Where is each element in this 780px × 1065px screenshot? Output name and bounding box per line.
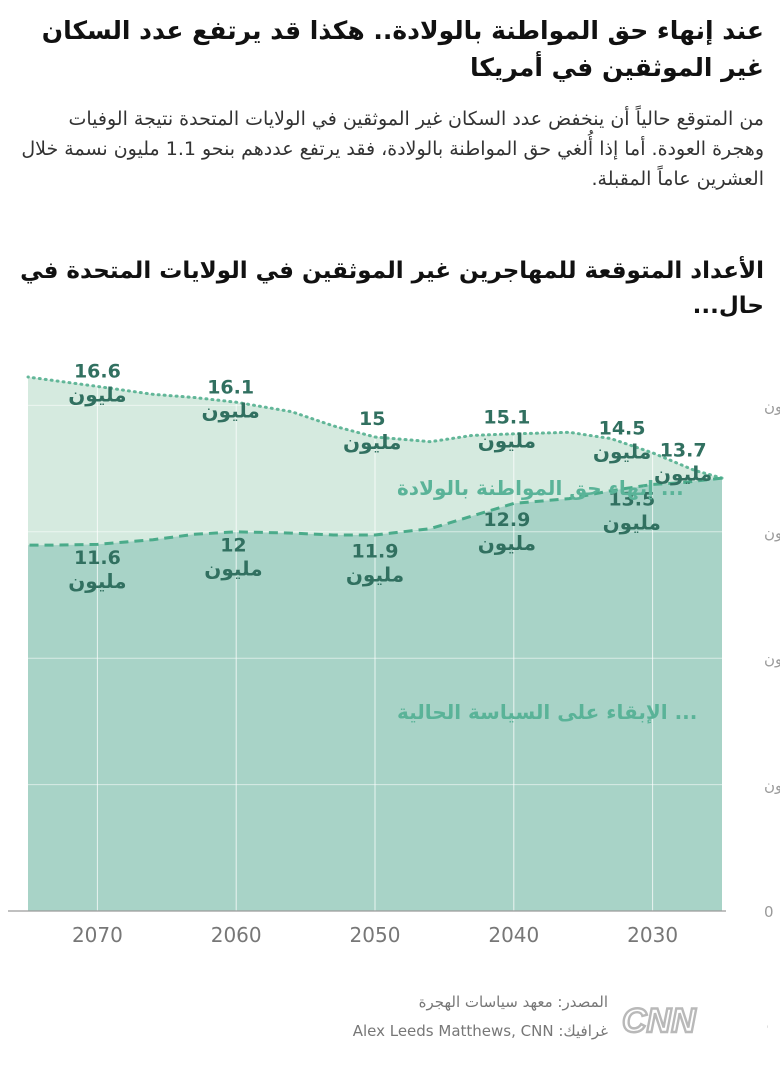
data-label-unit: مليون <box>478 428 536 452</box>
data-label-unit: مليون <box>343 430 401 454</box>
source-note: المصدر: معهد سياسات الهجرة <box>418 993 608 1011</box>
data-label-unit: مليون <box>204 556 262 580</box>
data-label-value: 13.7 <box>660 440 707 462</box>
x-tick-label: 2050 <box>350 923 401 947</box>
series-line-lower <box>28 476 723 547</box>
data-label-value: 16.1 <box>207 376 254 398</box>
data-label-value: 11.6 <box>74 547 121 569</box>
data-label-unit: مليون <box>478 531 536 555</box>
x-tick-label: 2060 <box>211 923 262 947</box>
headline: عند إنهاء حق المواطنة بالولادة.. هكذا قد… <box>41 16 764 82</box>
y-tick-label: 16 مليون <box>764 397 780 415</box>
series-line-upper <box>26 375 724 480</box>
x-tick-label: 2070 <box>72 923 123 947</box>
data-label-value: 13.5 <box>608 488 655 510</box>
svg-text:بالعربية: بالعربية <box>766 1010 768 1036</box>
data-label-unit: مليون <box>68 383 126 407</box>
dek: من المتوقع حالياً أن ينخفض عدد السكان غي… <box>21 108 764 190</box>
data-label-unit: مليون <box>603 510 661 534</box>
data-label-value: 12.9 <box>483 509 530 531</box>
data-label-value: 14.5 <box>599 417 646 439</box>
data-label-value: 11.9 <box>352 541 399 563</box>
data-label-value: 15.1 <box>483 406 530 428</box>
data-label-unit: مليون <box>201 398 259 422</box>
y-tick-label: 0 <box>764 903 774 921</box>
svg-text:CNN: CNN <box>622 1002 697 1040</box>
y-tick-label: 8 مليون <box>764 650 780 668</box>
graphic-credit: غرافيك: Alex Leeds Matthews, CNN <box>352 1022 608 1040</box>
data-label-value: 16.6 <box>74 361 121 383</box>
y-tick-label: 4 مليون <box>764 777 780 795</box>
y-tick-label: 12 مليون <box>764 524 780 542</box>
area-chart: 0 4 مليون 8 مليون 12 مليون 16 مليون 2030 2040 2… <box>0 360 780 947</box>
data-label-unit: مليون <box>593 439 651 463</box>
cnn-arabic-logo: CNN بالعربية <box>621 1001 768 1041</box>
data-label-value: 12 <box>220 534 246 556</box>
series-label-end-birthright: ... إنهاء حق المواطنة بالولادة <box>397 476 684 500</box>
data-label-unit: مليون <box>68 569 126 593</box>
x-tick-label: 2040 <box>488 923 539 947</box>
chart-title: الأعداد المتوقعة للمهاجرين غير الموثقين … <box>20 258 764 319</box>
data-label-unit: مليون <box>346 563 404 587</box>
data-label-value: 15 <box>359 408 385 430</box>
x-tick-label: 2030 <box>627 923 678 947</box>
data-label-unit: مليون <box>654 462 712 486</box>
series-label-current-policy: ... الإبقاء على السياسة الحالية <box>397 700 697 724</box>
